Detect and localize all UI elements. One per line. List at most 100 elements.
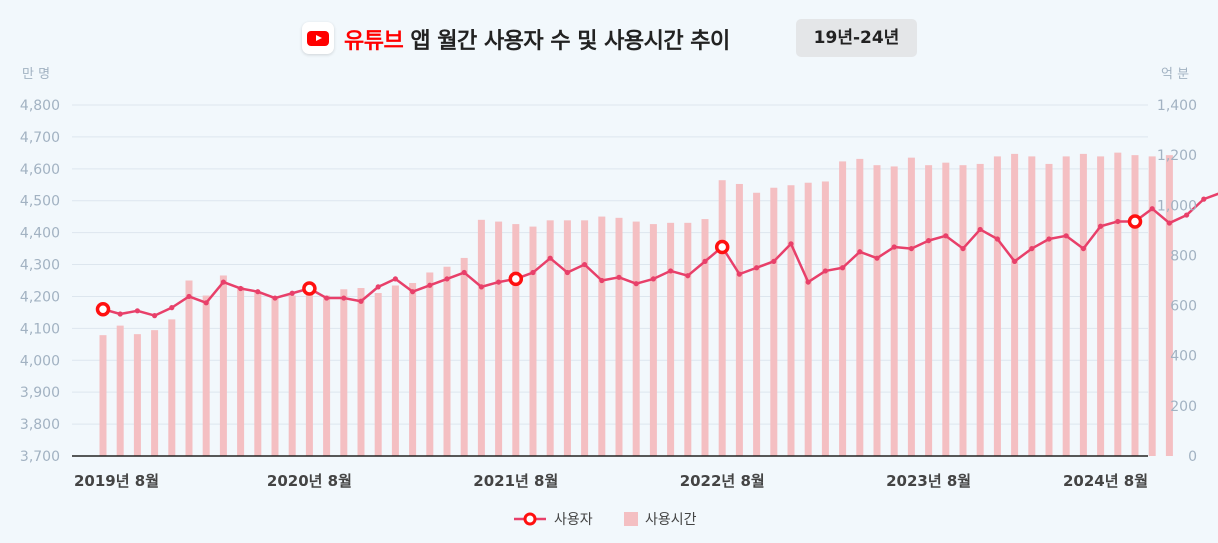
users-point xyxy=(650,276,657,282)
hours-bars xyxy=(99,152,1173,457)
left-tick-label: 4,100 xyxy=(20,321,60,337)
users-point xyxy=(736,271,743,277)
users-point-highlight xyxy=(95,301,111,317)
x-tick-label: 2020년 8월 xyxy=(267,472,352,490)
hours-bar xyxy=(959,165,967,456)
users-point xyxy=(1184,212,1190,218)
left-tick-label: 4,600 xyxy=(20,162,60,178)
users-point xyxy=(255,289,261,295)
hours-bar xyxy=(1165,155,1173,456)
hours-bar xyxy=(443,266,451,456)
legend-item-hours: 사용시간 xyxy=(624,512,697,528)
left-tick-label: 4,500 xyxy=(20,194,60,210)
hours-bar xyxy=(787,185,795,456)
hours-bar xyxy=(254,291,262,456)
users-point xyxy=(341,295,347,301)
users-point xyxy=(805,279,811,285)
users-point xyxy=(668,268,674,274)
users-point xyxy=(478,284,484,290)
users-point xyxy=(444,276,450,282)
right-tick-label: 400 xyxy=(1170,349,1197,365)
left-tick-label: 4,000 xyxy=(20,353,60,369)
hours-bar xyxy=(581,220,589,456)
users-point xyxy=(427,282,433,288)
hours-bar xyxy=(237,286,245,456)
x-tick-label: 2019년 8월 xyxy=(74,472,159,490)
legend: 사용자 사용시간 xyxy=(514,512,697,528)
hours-bar xyxy=(1079,153,1087,456)
hours-bar xyxy=(1045,163,1053,457)
x-tick-label: 2022년 8월 xyxy=(680,472,765,490)
users-point xyxy=(702,258,708,264)
hours-bar xyxy=(168,319,176,456)
hours-bar xyxy=(99,335,107,456)
hours-bar xyxy=(1114,152,1122,456)
right-tick-label: 1,400 xyxy=(1157,98,1197,114)
right-tick-label: 1,200 xyxy=(1157,148,1197,164)
hours-bar xyxy=(357,288,365,456)
users-point xyxy=(1080,245,1086,252)
hours-bar xyxy=(1097,156,1105,456)
right-axis-unit: 억 분 xyxy=(1161,67,1189,82)
period-badge: 19년-24년 xyxy=(796,19,917,57)
hours-bar xyxy=(512,224,520,456)
left-tick-label: 4,800 xyxy=(20,98,60,114)
users-point xyxy=(822,268,829,274)
hours-bar xyxy=(684,222,692,456)
users-point xyxy=(994,236,1001,242)
hours-bar xyxy=(735,183,743,456)
users-point xyxy=(392,276,398,282)
chart-title-bar: 유튜브 앱 월간 사용자 수 및 사용시간 추이 19년-24년 xyxy=(0,16,1218,60)
users-point xyxy=(203,300,209,306)
users-point xyxy=(117,311,123,317)
right-tick-label: 800 xyxy=(1170,248,1197,264)
users-point xyxy=(461,269,467,276)
legend-label-users: 사용자 xyxy=(554,512,593,528)
hours-bar xyxy=(925,165,933,456)
hours-bar xyxy=(1028,156,1036,456)
hours-bar xyxy=(976,163,984,457)
x-tick-label: 2021년 8월 xyxy=(473,472,558,490)
hours-bar xyxy=(701,219,709,456)
left-tick-label: 3,800 xyxy=(20,417,60,433)
hours-bar xyxy=(632,221,640,456)
users-point xyxy=(788,241,794,247)
users-point xyxy=(1115,218,1121,225)
title-brand: 유튜브 xyxy=(344,29,404,54)
users-point xyxy=(926,238,932,244)
users-point xyxy=(1098,223,1104,229)
users-point xyxy=(1029,245,1035,252)
hours-bar xyxy=(753,192,761,456)
title-rest: 앱 월간 사용자 수 및 사용시간 추이 xyxy=(410,29,730,54)
left-tick-label: 4,400 xyxy=(20,226,60,242)
users-point xyxy=(496,279,502,285)
left-axis-unit: 만 명 xyxy=(22,67,50,82)
hours-bar xyxy=(942,162,950,456)
left-tick-label: 4,700 xyxy=(20,130,60,146)
users-point xyxy=(324,295,330,301)
hours-bar xyxy=(598,216,606,456)
hours-bar xyxy=(1148,156,1156,456)
hours-bar xyxy=(907,157,915,456)
left-tick-label: 3,900 xyxy=(20,385,60,401)
users-point xyxy=(530,269,536,276)
users-point xyxy=(633,281,639,287)
users-point xyxy=(960,245,966,252)
users-point xyxy=(1046,236,1052,242)
users-point xyxy=(169,305,175,311)
users-point xyxy=(582,261,588,268)
users-point xyxy=(891,244,897,250)
users-point xyxy=(977,226,983,233)
users-point xyxy=(840,265,846,271)
right-axis: 0 200 400 600 800 1,000 1,200 1,400 xyxy=(1157,98,1197,465)
x-tick-label: 2024년 8월 xyxy=(1063,472,1148,490)
hours-bar xyxy=(426,272,434,456)
hours-bar xyxy=(770,187,778,456)
x-tick-label: 2023년 8월 xyxy=(886,472,971,490)
users-point xyxy=(547,255,553,261)
users-point xyxy=(564,269,571,276)
hours-bar xyxy=(1131,155,1139,456)
left-axis: 3,700 3,800 3,900 4,000 4,100 4,200 4,300 4,400… xyxy=(20,98,60,465)
users-point xyxy=(943,233,949,239)
users-point xyxy=(1012,258,1018,264)
